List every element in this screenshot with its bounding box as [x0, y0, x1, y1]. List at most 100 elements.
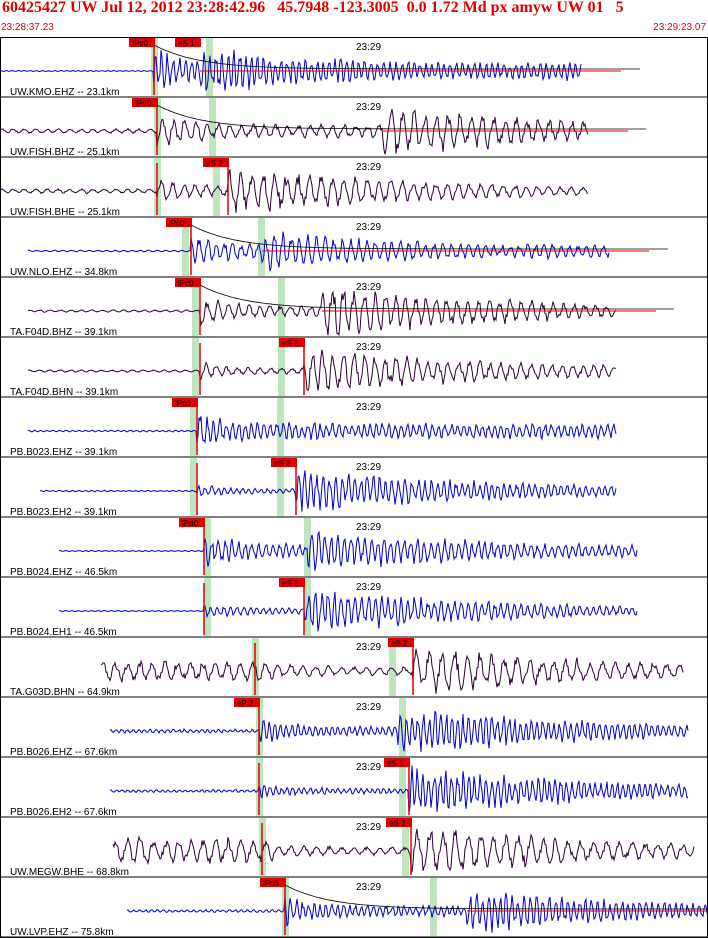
pick-label-box — [271, 458, 297, 467]
pick-label: eS 1 — [387, 759, 404, 768]
trace-panel: iPc0 23:29 UW.LVP.EHZ -- 75.8km — [0, 878, 708, 938]
waveform-trace — [59, 591, 638, 632]
pick-label-box — [179, 518, 205, 527]
trace-panel: eS 2 23:29 TA.G03D.BHN -- 64.9km — [0, 638, 708, 698]
event-title: 60425427 UW Jul 12, 2012 23:28:42.96 45.… — [2, 0, 624, 16]
pick-label-box — [234, 698, 260, 707]
pick-window-band — [204, 518, 211, 576]
pick-window-band — [192, 338, 199, 396]
seismogram-panels: IPc0 eS 1 23:29 UW.KMO.EHZ -- 23.1km iPd0 23:… — [0, 37, 708, 938]
pick-label-box — [132, 98, 158, 107]
pick-label: iPd0 — [182, 519, 199, 528]
minute-tick-label: 23:29 — [356, 462, 381, 473]
pick-label: eP 2 — [237, 699, 254, 708]
coda-curve — [284, 884, 708, 910]
waveform-trace — [58, 530, 638, 571]
pick-label: iPc0 — [175, 399, 191, 408]
pick-window-band — [190, 398, 197, 456]
pick-label-box — [175, 278, 201, 287]
station-label: UW.MEGW.BHE -- 68.8km — [10, 867, 129, 878]
pick-label-box — [279, 578, 305, 587]
waveform-trace — [0, 108, 589, 155]
pick-label: eS 2 — [282, 339, 299, 348]
trace-panel: iPc0 23:29 PB.B023.EHZ -- 39.1km — [0, 398, 708, 458]
pick-window-band — [204, 578, 211, 636]
waveform-trace — [27, 349, 616, 392]
pick-label-box — [384, 758, 410, 767]
pick-label: eS 2 — [274, 459, 291, 468]
pick-label-box — [203, 158, 229, 167]
pick-label: eS 2 — [391, 639, 408, 648]
pick-label: iPd0 — [135, 99, 152, 108]
pick-label-box — [386, 818, 412, 827]
pick-window-band — [399, 758, 406, 816]
minute-tick-label: 23:29 — [356, 102, 381, 113]
coda-curve — [190, 224, 668, 250]
pick-window-band — [277, 398, 284, 456]
trace-panel: IPc0 eS 1 23:29 UW.KMO.EHZ -- 23.1km — [0, 38, 708, 98]
trace-panel: eS 2 23:29 PB.B024.EH1 -- 46.5km — [0, 578, 708, 638]
minute-tick-label: 23:29 — [356, 282, 381, 293]
minute-tick-label: 23:29 — [356, 162, 381, 173]
station-label: UW.LVP.EHZ -- 75.8km — [10, 927, 114, 938]
trace-panel: eS 2 23:29 UW.MEGW.BHE -- 68.8km — [0, 818, 708, 878]
waveform-trace — [0, 169, 589, 214]
pick-label-box — [172, 398, 198, 407]
pick-window-band — [190, 458, 197, 516]
waveform-trace — [109, 765, 689, 813]
pick-label-box — [129, 38, 155, 47]
trace-panel: eS 2 23:29 PB.B023.EH2 -- 39.1km — [0, 458, 708, 518]
pick-label: eS 1 — [178, 39, 195, 48]
minute-tick-label: 23:29 — [356, 402, 381, 413]
coda-curve — [156, 104, 646, 130]
trace-panel: eP 2 23:29 PB.B026.EHZ -- 67.6km — [0, 698, 708, 758]
waveform-trace — [100, 648, 684, 694]
station-label: UW.KMO.EHZ -- 23.1km — [10, 87, 119, 98]
waveform-trace — [126, 892, 708, 933]
pick-window-band — [430, 878, 437, 936]
pick-label-box — [260, 878, 286, 887]
waveform-trace — [109, 710, 689, 752]
minute-tick-label: 23:29 — [356, 762, 381, 773]
minute-tick-label: 23:29 — [356, 342, 381, 353]
minute-tick-label: 23:29 — [356, 42, 381, 53]
window-start-time: 23:28:37.23 — [1, 22, 54, 33]
coda-curve — [199, 284, 674, 310]
trace-panel: iPd0 23:29 PB.B024.EHZ -- 46.5km — [0, 518, 708, 578]
minute-tick-label: 23:29 — [356, 522, 381, 533]
station-label: PB.B024.EHZ -- 46.5km — [10, 567, 117, 578]
waveform-trace — [39, 470, 617, 512]
pick-label: iPc0 — [178, 279, 194, 288]
pick-window-band — [402, 818, 409, 876]
pick-label: eS 2 — [389, 819, 406, 828]
waveform-trace — [27, 416, 617, 444]
minute-tick-label: 23:29 — [356, 222, 381, 233]
station-label: TA.G03D.BHN -- 64.9km — [10, 687, 120, 698]
window-end-time: 23:29:23.07 — [653, 22, 706, 33]
pick-window-band — [304, 518, 311, 576]
station-label: TA.F04D.BHZ -- 39.1km — [10, 327, 117, 338]
waveform-trace — [27, 290, 617, 337]
pick-label: iPc0 — [263, 879, 279, 888]
pick-window-band — [192, 278, 199, 336]
trace-panel: eS 2 23:29 UW.FISH.BHE -- 25.1km — [0, 158, 708, 218]
pick-label-box — [279, 338, 305, 347]
pick-label-box — [175, 38, 201, 47]
pick-label: eS 2 — [206, 159, 223, 168]
pick-label: iPc0 — [169, 219, 185, 228]
pick-window-band — [206, 38, 213, 96]
pick-window-band — [389, 638, 396, 696]
pick-window-band — [277, 458, 284, 516]
pick-window-band — [213, 158, 220, 216]
waveform-trace — [0, 49, 582, 91]
station-label: UW.FISH.BHZ -- 25.1km — [10, 147, 119, 158]
station-label: PB.B023.EHZ -- 39.1km — [10, 447, 117, 458]
trace-panel: iPd0 23:29 UW.FISH.BHZ -- 25.1km — [0, 98, 708, 158]
pick-label: eS 2 — [282, 579, 299, 588]
trace-panel: iPc0 23:29 UW.NLO.EHZ -- 34.8km — [0, 218, 708, 278]
pick-label-box — [388, 638, 414, 647]
minute-tick-label: 23:29 — [356, 582, 381, 593]
minute-tick-label: 23:29 — [356, 702, 381, 713]
station-label: PB.B026.EHZ -- 67.6km — [10, 747, 117, 758]
pick-label-box — [166, 218, 192, 227]
